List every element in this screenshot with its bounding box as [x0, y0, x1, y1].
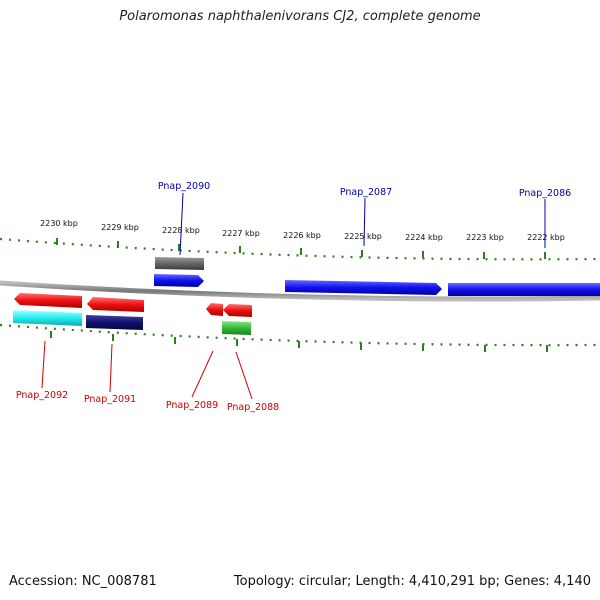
genome-backbone [0, 280, 600, 302]
scale-label: 2223 kbp [466, 233, 504, 242]
scale-labels: 2230 kbp 2229 kbp 2228 kbp 2227 kbp 2226… [40, 219, 565, 242]
gene-label-pnap-2088[interactable]: Pnap_2088 [227, 402, 279, 413]
gene-pnap-2090-box[interactable] [155, 257, 204, 270]
genome-summary: Topology: circular; Length: 4,410,291 bp… [233, 574, 591, 589]
gene-pnap-2092[interactable] [14, 293, 82, 308]
scale-label: 2222 kbp [527, 233, 565, 242]
accession-label: Accession: NC_008781 [9, 574, 157, 589]
gene-pnap-2091[interactable] [87, 297, 144, 312]
gene-pnap-2090[interactable] [154, 274, 204, 287]
gene-label-pnap-2087[interactable]: Pnap_2087 [340, 187, 392, 198]
gene-pnap-2089[interactable] [206, 303, 223, 316]
gene-pnap-2091-box[interactable] [86, 315, 143, 330]
scale-label: 2226 kbp [283, 231, 321, 240]
gene-label-pnap-2091[interactable]: Pnap_2091 [84, 394, 136, 405]
forward-label-leaders [179, 192, 546, 256]
scale-label: 2224 kbp [405, 233, 443, 242]
reverse-label-leaders [41, 340, 253, 400]
lower-major-ticks [50, 331, 548, 352]
scale-label: 2229 kbp [101, 223, 139, 232]
reverse-gene-labels: Pnap_2092 Pnap_2091 Pnap_2089 Pnap_2088 [16, 390, 279, 413]
forward-gene-labels: Pnap_2090 Pnap_2087 Pnap_2086 [158, 181, 571, 199]
genome-title: Polaromonas naphthalenivorans CJ2, compl… [119, 9, 481, 24]
gene-label-pnap-2092[interactable]: Pnap_2092 [16, 390, 68, 401]
gene-label-pnap-2090[interactable]: Pnap_2090 [158, 181, 210, 192]
gene-label-pnap-2089[interactable]: Pnap_2089 [166, 400, 218, 411]
scale-label: 2225 kbp [344, 232, 382, 241]
upper-major-ticks [56, 238, 546, 259]
gene-pnap-2086[interactable] [448, 283, 600, 296]
scale-label: 2227 kbp [222, 229, 260, 238]
gene-pnap-2088-box[interactable] [222, 321, 251, 335]
gene-pnap-2092-box[interactable] [13, 310, 82, 326]
scale-label: 2230 kbp [40, 219, 78, 228]
gene-pnap-2088[interactable] [223, 304, 252, 317]
gene-pnap-2087[interactable] [285, 280, 442, 295]
gene-label-pnap-2086[interactable]: Pnap_2086 [519, 188, 571, 199]
